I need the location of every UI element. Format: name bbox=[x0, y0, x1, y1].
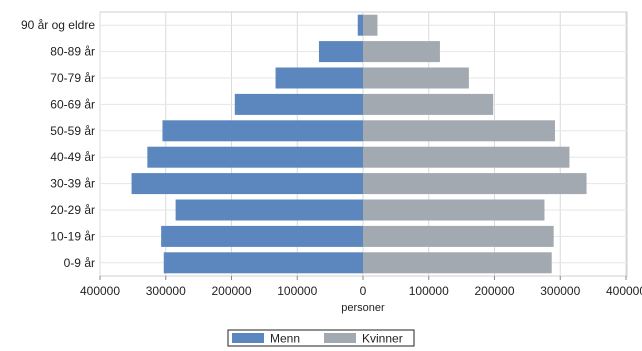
bar-kvinner bbox=[363, 41, 440, 63]
bar-menn bbox=[275, 67, 363, 89]
x-tick-label: 300000 bbox=[540, 284, 580, 298]
bar-kvinner bbox=[363, 67, 469, 89]
bar-kvinner bbox=[363, 225, 554, 247]
legend: Menn Kvinner bbox=[227, 329, 415, 347]
y-tick-label: 90 år og eldre bbox=[21, 18, 95, 32]
bar-menn bbox=[163, 252, 363, 274]
bar-kvinner bbox=[363, 120, 555, 142]
y-tick-label: 0-9 år bbox=[64, 256, 95, 270]
legend-label-kvinner: Kvinner bbox=[362, 332, 403, 346]
legend-swatch-menn bbox=[232, 333, 264, 343]
bar-kvinner bbox=[363, 146, 570, 168]
bar-kvinner bbox=[363, 199, 545, 221]
x-tick-labels: 400000 300000 200000 100000 0 100000 200000 300… bbox=[80, 276, 642, 298]
bar-kvinner bbox=[363, 14, 378, 36]
y-tick-label: 70-79 år bbox=[50, 71, 95, 85]
x-tick-label: 400000 bbox=[606, 284, 642, 298]
bar-menn bbox=[161, 225, 363, 247]
x-tick-label: 200000 bbox=[211, 284, 251, 298]
bars-group bbox=[131, 14, 587, 274]
bar-kvinner bbox=[363, 252, 552, 274]
legend-label-menn: Menn bbox=[270, 332, 300, 346]
x-tick-label: 200000 bbox=[474, 284, 514, 298]
y-tick-label: 30-39 år bbox=[50, 177, 95, 191]
legend-swatch-kvinner bbox=[324, 333, 356, 343]
legend-box bbox=[227, 329, 415, 347]
bar-menn bbox=[234, 93, 363, 115]
y-tick-label: 60-69 år bbox=[50, 97, 95, 111]
x-tick-label: 400000 bbox=[80, 284, 120, 298]
y-tick-label: 20-29 år bbox=[50, 203, 95, 217]
y-tick-label: 40-49 år bbox=[50, 150, 95, 164]
y-tick-label: 50-59 år bbox=[50, 124, 95, 138]
bar-menn bbox=[357, 14, 363, 36]
x-tick-label: 100000 bbox=[409, 284, 449, 298]
y-tick-labels: 90 år og eldre 80-89 år 70-79 år 60-69 år 50… bbox=[21, 18, 95, 270]
bar-menn bbox=[147, 146, 363, 168]
y-tick-label: 10-19 år bbox=[50, 229, 95, 243]
bar-kvinner bbox=[363, 173, 587, 195]
bar-menn bbox=[131, 173, 363, 195]
bar-menn bbox=[318, 41, 363, 63]
y-tick-label: 80-89 år bbox=[50, 45, 95, 59]
bar-menn bbox=[162, 120, 363, 142]
x-tick-label: 300000 bbox=[146, 284, 186, 298]
x-tick-label: 100000 bbox=[277, 284, 317, 298]
bar-menn bbox=[175, 199, 363, 221]
x-axis-title: personer bbox=[341, 302, 385, 314]
x-tick-label: 0 bbox=[360, 284, 367, 298]
bar-kvinner bbox=[363, 93, 494, 115]
